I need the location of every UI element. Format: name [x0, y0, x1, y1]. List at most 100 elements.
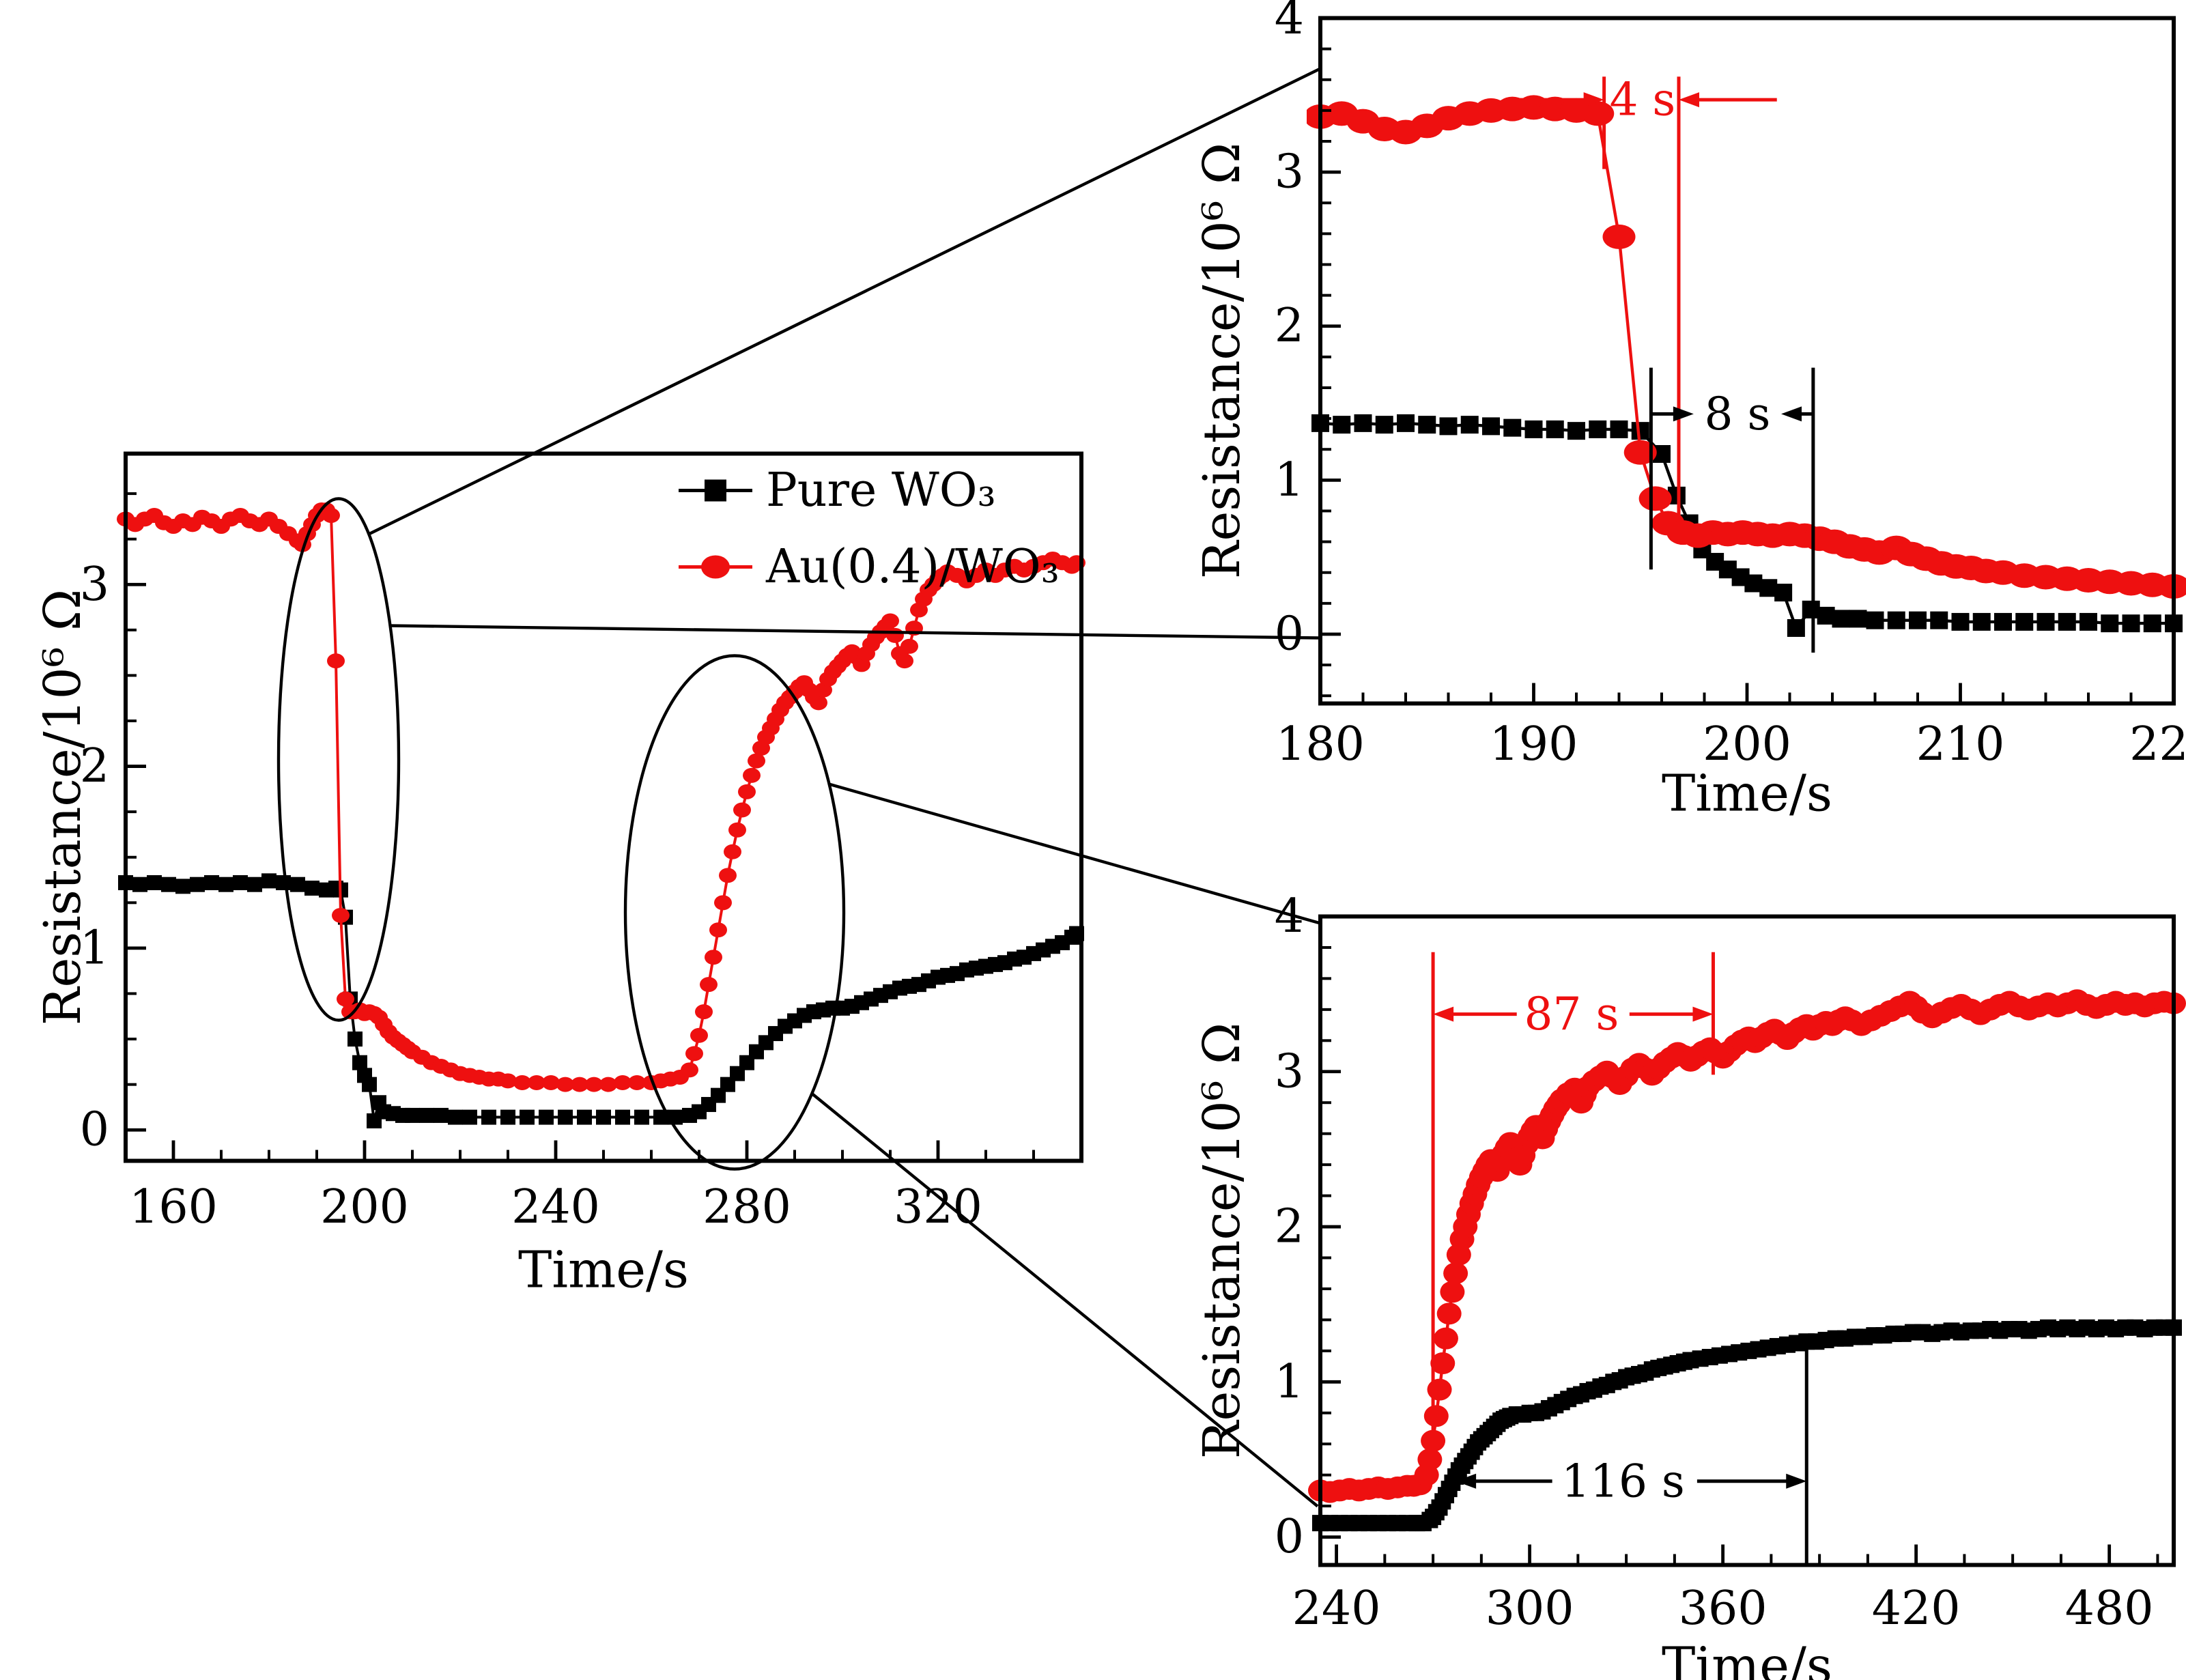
data-point [499, 1073, 517, 1089]
data-point [337, 991, 354, 1007]
data-point [2122, 614, 2140, 633]
data-point [1951, 612, 1970, 631]
inset-response-ticks: 180 190 200 210 220 0 1 2 3 4 [1275, 0, 2186, 771]
data-point [500, 1109, 515, 1125]
data-point [1623, 440, 1657, 465]
data-point [2079, 612, 2097, 631]
dimension-arrowhead [1583, 92, 1604, 108]
y-tick-label: 1 [1275, 1355, 1304, 1409]
series-pure-wo3 [1311, 414, 2183, 637]
data-point [542, 1074, 560, 1090]
data-point [705, 950, 722, 965]
data-point [513, 1074, 531, 1090]
data-point [585, 1077, 603, 1092]
data-point [481, 1109, 496, 1125]
x-tick-label: 240 [511, 1180, 600, 1234]
data-point [695, 1004, 713, 1020]
data-point [1759, 579, 1778, 597]
data-point [709, 922, 727, 938]
zoom-region-recovery [623, 654, 846, 1171]
y-tick-label: 2 [1275, 299, 1304, 353]
inset-response-plot-area [1307, 95, 2186, 637]
inset-recovery-plot-area [1308, 989, 2186, 1532]
data-point [1433, 1327, 1458, 1350]
data-point [352, 1055, 367, 1070]
data-point [738, 784, 756, 799]
data-point [233, 875, 248, 891]
data-point [810, 695, 827, 711]
data-point [1430, 1352, 1456, 1375]
x-tick-label: 200 [1703, 717, 1791, 771]
data-point [276, 875, 291, 891]
data-point [700, 977, 718, 993]
data-point [1787, 618, 1805, 637]
data-point [1589, 420, 1607, 438]
data-point [539, 1109, 554, 1125]
zoom-overlay [276, 67, 1321, 1508]
data-point [1333, 416, 1351, 434]
data-point [1744, 574, 1763, 593]
x-tick-label: 360 [1679, 1582, 1768, 1636]
data-point [190, 877, 205, 892]
inset-response: 4 s 8 s 180 190 200 210 220 0 1 2 3 4 Time/s Resistan… [1193, 0, 2186, 823]
data-point [2143, 614, 2161, 633]
inset-recovery-xaxis-label: Time/s [1662, 1637, 1832, 1680]
data-point [1460, 416, 1479, 434]
y-tick-label: 4 [1275, 0, 1304, 45]
y-tick-label: 3 [1275, 145, 1304, 199]
data-point [462, 1109, 477, 1125]
legend: Pure WO₃ Au(0.4)/WO₃ [679, 464, 1060, 594]
zoom-region-response [276, 497, 401, 1022]
data-point [743, 767, 761, 783]
inset-recovery-frame [1318, 914, 2176, 1567]
data-point [1602, 224, 1636, 249]
dimension-annotation: 116 s [1456, 1455, 1807, 1507]
connector-response-top [368, 67, 1321, 536]
data-point [1375, 416, 1393, 434]
y-tick-label: 3 [80, 558, 109, 612]
x-tick-label: 180 [1276, 717, 1365, 771]
data-point [615, 1109, 630, 1125]
data-point [405, 1107, 420, 1123]
data-point [714, 895, 732, 911]
data-point [577, 1109, 592, 1125]
data-point [558, 1109, 573, 1125]
data-point [448, 1109, 463, 1125]
dimension-label: 87 s [1524, 988, 1619, 1040]
legend-label: Au(0.4)/WO₃ [765, 540, 1060, 594]
data-point [681, 1062, 698, 1078]
data-point [1524, 420, 1543, 438]
data-point [881, 613, 899, 629]
inset-response-xaxis-label: Time/s [1662, 765, 1832, 823]
data-point [247, 877, 262, 892]
data-point [1482, 417, 1500, 436]
data-point [362, 1077, 377, 1092]
data-point [1930, 611, 1948, 629]
series-au-wo3 [1308, 989, 2186, 1503]
data-point [304, 881, 320, 896]
y-tick-label: 2 [80, 739, 109, 793]
data-point [1610, 420, 1628, 438]
dimension-annotation: 8 s [1651, 388, 1813, 440]
data-point [556, 1077, 574, 1092]
data-point [634, 1109, 649, 1125]
y-tick-label: 2 [1275, 1200, 1304, 1254]
dimension-arrowhead [1673, 406, 1694, 422]
legend-marker-circle [701, 555, 730, 579]
data-point [218, 877, 233, 892]
data-point [1581, 101, 1615, 126]
y-tick-label: 1 [1275, 453, 1304, 507]
y-tick-label: 3 [1275, 1044, 1304, 1098]
x-tick-label: 190 [1490, 717, 1578, 771]
dimension-label: 4 s [1609, 74, 1675, 126]
inset-recovery-yaxis-label: Resistance/10⁶ Ω [1193, 1023, 1251, 1460]
data-point [596, 1109, 611, 1125]
main-plot-xaxis-label: Time/s [518, 1241, 689, 1300]
data-point [1994, 612, 2012, 631]
data-point [886, 627, 904, 643]
data-point [1397, 414, 1415, 432]
data-point [332, 907, 350, 923]
